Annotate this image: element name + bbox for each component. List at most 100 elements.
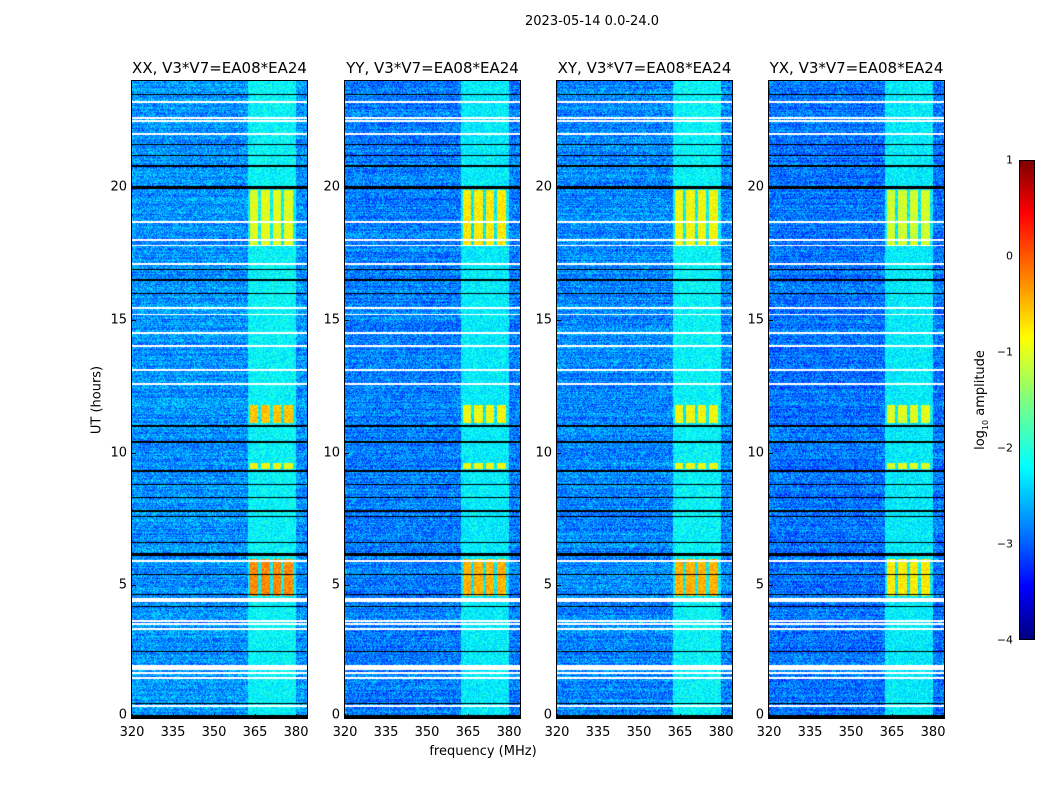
- y-tick-label: 20: [747, 179, 764, 195]
- x-tick-label: 380: [920, 725, 946, 740]
- y-tick-mark: [769, 452, 773, 454]
- panel-title: XX, V3*V7=EA08*EA24: [132, 59, 307, 77]
- x-tick-mark: [721, 714, 723, 718]
- y-tick-label: 10: [323, 445, 340, 461]
- y-tick-label: 15: [110, 312, 127, 328]
- x-tick-label: 320: [332, 725, 358, 740]
- x-axis-label: frequency (MHz): [429, 744, 537, 759]
- x-tick-mark: [892, 714, 894, 718]
- colorbar: [1019, 160, 1035, 640]
- colorbar-label-sub: 10: [980, 419, 990, 431]
- y-tick-label: 20: [110, 179, 127, 195]
- y-tick-mark: [345, 585, 349, 587]
- heatmap-image: [769, 81, 944, 718]
- colorbar-label: log10 amplitude: [973, 350, 990, 450]
- y-tick-mark: [132, 585, 136, 587]
- x-tick-label: 350: [838, 725, 864, 740]
- x-tick-mark: [598, 714, 600, 718]
- y-tick-mark: [345, 187, 349, 189]
- y-tick-label: 15: [323, 312, 340, 328]
- panel-title: YX, V3*V7=EA08*EA24: [769, 59, 944, 77]
- waterfall-panel: [131, 80, 308, 719]
- x-tick-mark: [132, 714, 133, 718]
- colorbar-tick-label: −1: [996, 345, 1013, 359]
- x-tick-mark: [296, 714, 298, 718]
- heatmap-image: [557, 81, 732, 718]
- y-tick-mark: [557, 452, 561, 454]
- colorbar-tick-label: 0: [1006, 249, 1013, 263]
- y-tick-label: 0: [118, 707, 127, 723]
- panel-title: YY, V3*V7=EA08*EA24: [346, 59, 519, 77]
- heatmap-image: [345, 81, 520, 718]
- colorbar-tick-label: −4: [996, 633, 1013, 647]
- y-tick-mark: [769, 319, 773, 321]
- y-tick-label: 20: [323, 179, 340, 195]
- y-tick-label: 5: [755, 577, 764, 593]
- y-tick-mark: [769, 718, 773, 719]
- y-tick-mark: [557, 187, 561, 189]
- x-tick-label: 320: [119, 725, 145, 740]
- y-tick-mark: [345, 718, 349, 719]
- x-tick-label: 350: [414, 725, 440, 740]
- x-tick-label: 380: [496, 725, 522, 740]
- y-tick-label: 0: [755, 707, 764, 723]
- y-tick-mark: [132, 187, 136, 189]
- x-tick-mark: [509, 714, 511, 718]
- y-tick-mark: [132, 319, 136, 321]
- x-tick-mark: [214, 714, 216, 718]
- y-tick-label: 10: [110, 445, 127, 461]
- x-tick-label: 350: [201, 725, 227, 740]
- x-tick-mark: [769, 714, 770, 718]
- y-tick-mark: [769, 585, 773, 587]
- x-tick-label: 320: [544, 725, 570, 740]
- x-tick-label: 365: [667, 725, 693, 740]
- x-tick-label: 335: [797, 725, 823, 740]
- figure-title: 2023-05-14 0.0-24.0: [525, 14, 659, 29]
- x-tick-label: 380: [283, 725, 309, 740]
- y-tick-label: 20: [535, 179, 552, 195]
- waterfall-panel: [344, 80, 521, 719]
- panel-title: XY, V3*V7=EA08*EA24: [557, 59, 732, 77]
- colorbar-tick-label: 1: [1006, 153, 1013, 167]
- x-tick-mark: [468, 714, 470, 718]
- x-tick-mark: [386, 714, 388, 718]
- y-axis-label: UT (hours): [89, 365, 105, 435]
- y-tick-label: 5: [543, 577, 552, 593]
- y-tick-label: 15: [747, 312, 764, 328]
- y-tick-label: 0: [543, 707, 552, 723]
- x-tick-label: 335: [160, 725, 186, 740]
- x-tick-mark: [345, 714, 346, 718]
- waterfall-panel: [768, 80, 945, 719]
- y-tick-label: 10: [747, 445, 764, 461]
- x-tick-mark: [680, 714, 682, 718]
- x-tick-mark: [810, 714, 812, 718]
- x-tick-mark: [639, 714, 641, 718]
- y-tick-mark: [132, 718, 136, 719]
- x-tick-mark: [933, 714, 935, 718]
- x-tick-label: 365: [879, 725, 905, 740]
- y-tick-label: 5: [331, 577, 340, 593]
- y-tick-label: 0: [331, 707, 340, 723]
- y-tick-mark: [769, 187, 773, 189]
- x-tick-label: 320: [756, 725, 782, 740]
- x-tick-label: 335: [585, 725, 611, 740]
- colorbar-tick-label: −3: [996, 537, 1013, 551]
- y-tick-mark: [557, 718, 561, 719]
- y-tick-mark: [557, 319, 561, 321]
- colorbar-label-rest: amplitude: [973, 350, 989, 420]
- x-tick-label: 365: [455, 725, 481, 740]
- y-tick-label: 15: [535, 312, 552, 328]
- y-tick-mark: [345, 452, 349, 454]
- y-tick-label: 5: [118, 577, 127, 593]
- x-tick-label: 350: [626, 725, 652, 740]
- x-tick-label: 365: [242, 725, 268, 740]
- waterfall-panel: [556, 80, 733, 719]
- x-tick-mark: [255, 714, 257, 718]
- y-tick-mark: [345, 319, 349, 321]
- x-tick-label: 380: [708, 725, 734, 740]
- x-tick-mark: [427, 714, 429, 718]
- y-tick-mark: [557, 585, 561, 587]
- y-tick-mark: [132, 452, 136, 454]
- x-tick-label: 335: [373, 725, 399, 740]
